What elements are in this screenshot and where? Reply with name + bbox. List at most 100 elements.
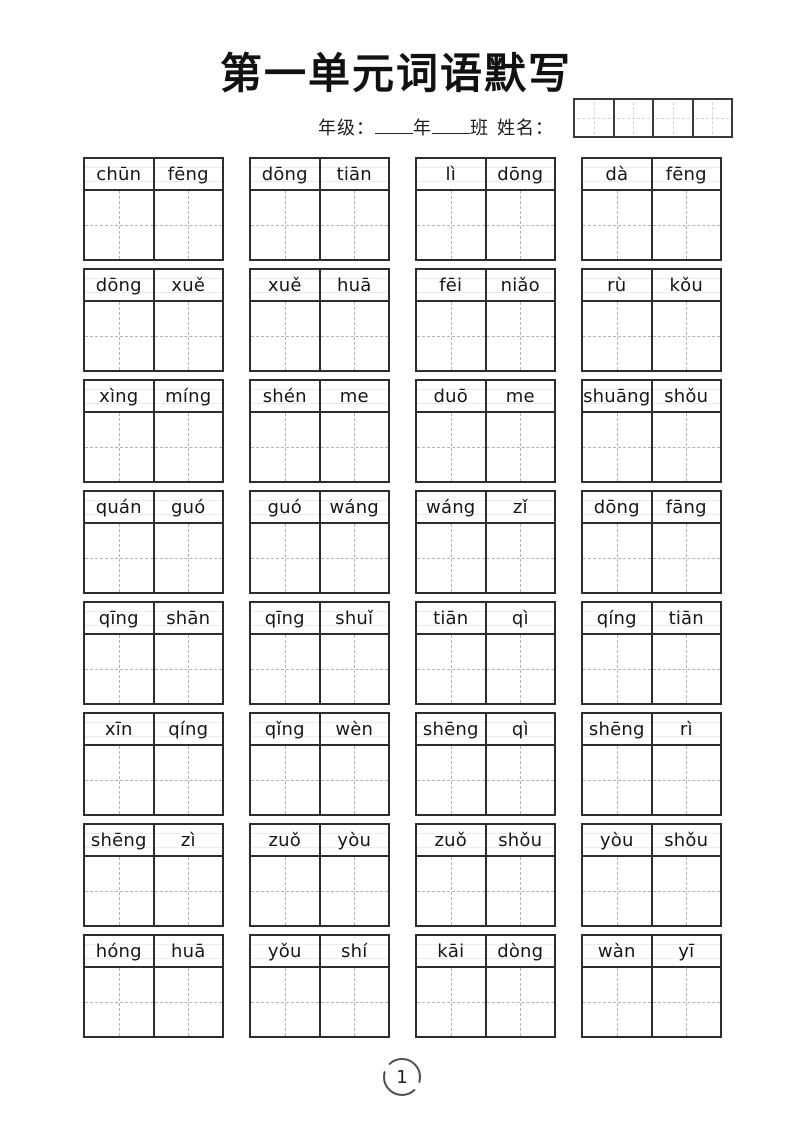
pinyin-syllable-2: shuǐ [318, 603, 389, 633]
pinyin-row: chūn fēng [85, 159, 222, 191]
pinyin-syllable-1: qíng [596, 607, 637, 629]
writing-square [251, 524, 319, 592]
writing-square [251, 302, 319, 370]
pinyin-row: hóng huā [85, 936, 222, 968]
pinyin-row: yòu shǒu [583, 825, 720, 857]
writing-square [650, 413, 721, 481]
score-box [573, 98, 733, 138]
pinyin-row: shēng rì [583, 714, 720, 746]
pinyin-syllable-2: shān [152, 603, 223, 633]
writing-square [318, 968, 389, 1036]
pinyin-row: rù kǒu [583, 270, 720, 302]
pinyin-syllable-2: xuě [152, 270, 223, 300]
pinyin-syllable-1: tiān [433, 607, 469, 629]
writing-squares [251, 746, 388, 814]
writing-square [152, 857, 223, 925]
writing-square [484, 635, 555, 703]
writing-squares [417, 857, 554, 925]
writing-squares [583, 302, 720, 370]
writing-square [318, 857, 389, 925]
writing-square [650, 746, 721, 814]
word-block: yòu shǒu [581, 823, 722, 927]
pinyin-syllable-1: chūn [96, 163, 142, 185]
word-block: shén me [249, 379, 390, 483]
word-block: dōng xuě [83, 268, 224, 372]
word-block: dà fēng [581, 157, 722, 261]
pinyin-row: qíng tiān [583, 603, 720, 635]
writing-square [85, 413, 153, 481]
writing-square [417, 635, 485, 703]
pinyin-row: fēi niǎo [417, 270, 554, 302]
pinyin-syllable-2: wèn [318, 714, 389, 744]
writing-square [251, 635, 319, 703]
word-block: qīng shān [83, 601, 224, 705]
word-block: lì dōng [415, 157, 556, 261]
pinyin-syllable-1: shēng [588, 718, 645, 740]
pinyin-syllable-2: shǒu [650, 825, 721, 855]
word-block: qīng shuǐ [249, 601, 390, 705]
writing-square [484, 746, 555, 814]
writing-square [251, 857, 319, 925]
pinyin-row: quán guó [85, 492, 222, 524]
pinyin-syllable-1: qīng [264, 607, 305, 629]
writing-square [583, 968, 651, 1036]
pinyin-row: zuǒ yòu [251, 825, 388, 857]
pinyin-row: dōng xuě [85, 270, 222, 302]
pinyin-syllable-2: fēng [650, 159, 721, 189]
word-block: duō me [415, 379, 556, 483]
pinyin-syllable-1: xuě [267, 274, 302, 296]
pinyin-syllable-1: yǒu [267, 940, 302, 962]
pinyin-syllable-1: zuǒ [434, 829, 467, 851]
writing-squares [417, 746, 554, 814]
word-block: quán guó [83, 490, 224, 594]
pinyin-syllable-1: shén [262, 385, 307, 407]
score-cell [575, 100, 613, 136]
pinyin-syllable-1: shēng [422, 718, 479, 740]
pinyin-row: wáng zǐ [417, 492, 554, 524]
pinyin-syllable-2: me [484, 381, 555, 411]
writing-square [152, 746, 223, 814]
writing-square [318, 413, 389, 481]
writing-squares [85, 857, 222, 925]
name-label: 姓名： [497, 118, 554, 138]
writing-square [152, 191, 223, 259]
writing-square [85, 635, 153, 703]
writing-squares [583, 746, 720, 814]
pinyin-syllable-1: duō [433, 385, 468, 407]
writing-squares [583, 524, 720, 592]
writing-square [85, 968, 153, 1036]
pinyin-syllable-1: hóng [95, 940, 142, 962]
page-title: 第一单元词语默写 [219, 52, 572, 98]
writing-square [417, 524, 485, 592]
writing-square [650, 968, 721, 1036]
pinyin-syllable-2: yòu [318, 825, 389, 855]
pinyin-syllable-1: yòu [599, 829, 634, 851]
writing-square [152, 968, 223, 1036]
writing-squares [417, 413, 554, 481]
word-block: hóng huā [83, 934, 224, 1038]
writing-squares [85, 302, 222, 370]
pinyin-row: qīng shān [85, 603, 222, 635]
pinyin-row: zuǒ shǒu [417, 825, 554, 857]
pinyin-syllable-2: huā [318, 270, 389, 300]
class-label: 班 [470, 118, 489, 138]
writing-squares [417, 524, 554, 592]
writing-square [417, 302, 485, 370]
pinyin-syllable-1: dōng [95, 274, 142, 296]
writing-square [484, 191, 555, 259]
pinyin-syllable-2: tiān [650, 603, 721, 633]
pinyin-syllable-1: shēng [90, 829, 147, 851]
pinyin-row: shēng zì [85, 825, 222, 857]
word-block: rù kǒu [581, 268, 722, 372]
score-cell [691, 100, 732, 136]
writing-square [484, 968, 555, 1036]
writing-squares [85, 191, 222, 259]
writing-square [484, 857, 555, 925]
writing-square [85, 746, 153, 814]
word-block: xìng míng [83, 379, 224, 483]
pinyin-syllable-2: shǒu [484, 825, 555, 855]
pinyin-row: qǐng wèn [251, 714, 388, 746]
writing-square [650, 635, 721, 703]
pinyin-syllable-2: yī [650, 936, 721, 966]
pinyin-row: dōng tiān [251, 159, 388, 191]
